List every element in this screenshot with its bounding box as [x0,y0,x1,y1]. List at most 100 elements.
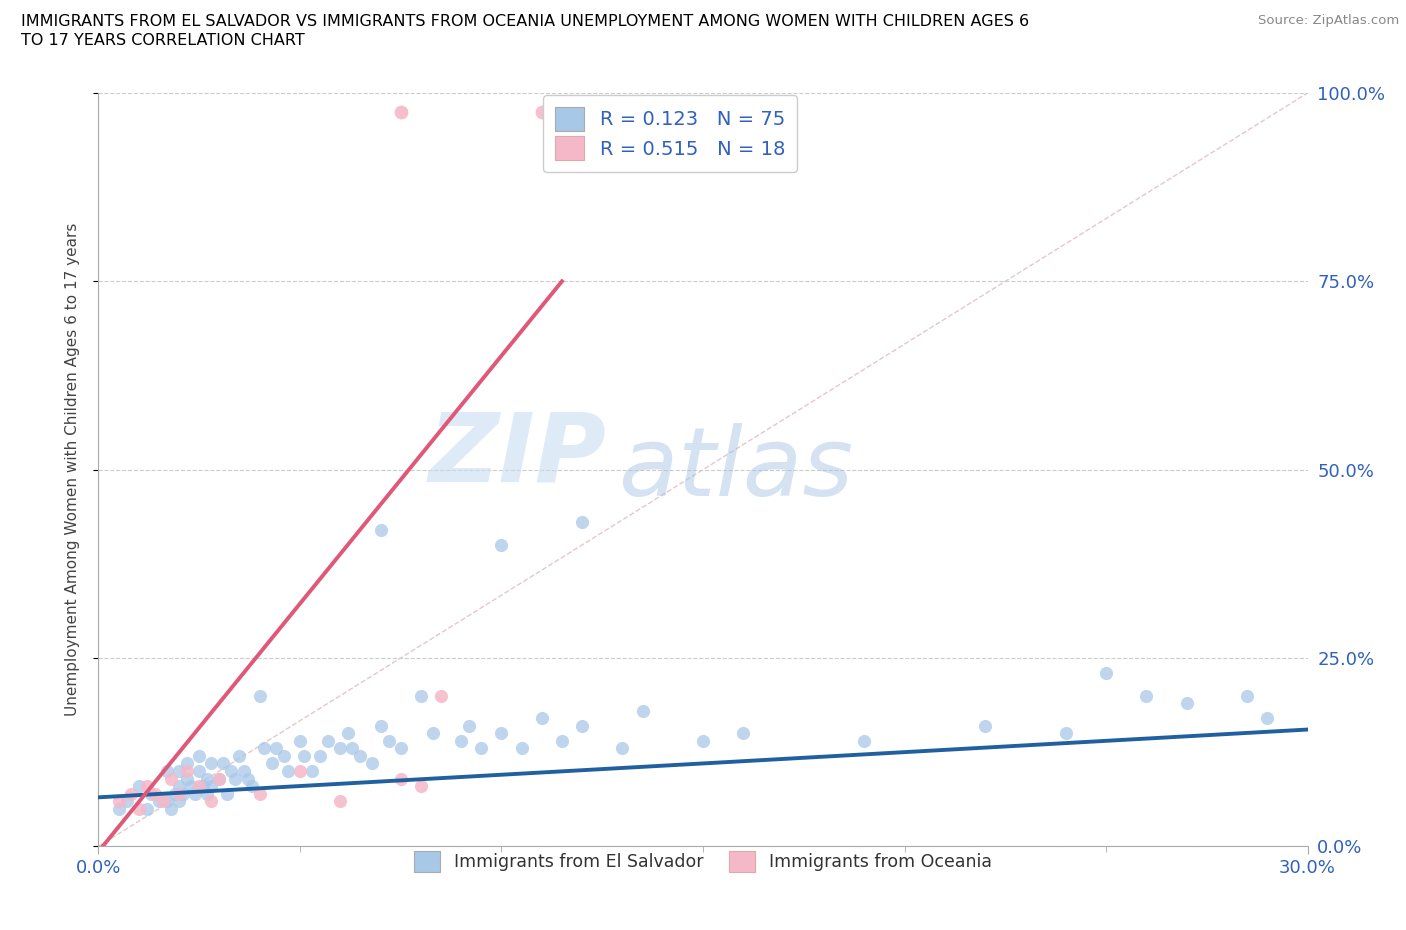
Point [450,734,472,749]
Point [195,786,218,801]
Point [389,771,412,786]
Point [853,734,876,749]
Point [1236,688,1258,703]
Point [1054,726,1077,741]
Point [377,734,399,749]
Y-axis label: Unemployment Among Women with Children Ages 6 to 17 years: Unemployment Among Women with Children A… [65,223,80,716]
Point [470,741,492,756]
Point [167,793,190,808]
Point [288,764,311,778]
Point [370,523,392,538]
Point [571,515,593,530]
Point [551,734,574,749]
Point [409,778,432,793]
Text: IMMIGRANTS FROM EL SALVADOR VS IMMIGRANTS FROM OCEANIA UNEMPLOYMENT AMONG WOMEN : IMMIGRANTS FROM EL SALVADOR VS IMMIGRANT… [21,14,1029,29]
Point [510,741,533,756]
Point [342,741,364,756]
Point [200,778,222,793]
Point [349,749,371,764]
Point [236,771,259,786]
Point [260,756,283,771]
Point [200,793,222,808]
Point [172,786,194,801]
Point [292,749,315,764]
Point [249,688,271,703]
Point [273,749,295,764]
Point [277,764,299,778]
Point [128,802,150,817]
Point [571,718,593,733]
Point [221,764,243,778]
Point [167,786,190,801]
Point [692,734,714,749]
Point [188,764,211,778]
Point [530,711,553,725]
Point [156,793,179,808]
Point [253,741,276,756]
Point [249,786,271,801]
Point [224,771,246,786]
Point [491,538,513,552]
Point [409,688,432,703]
Point [188,778,211,793]
Point [195,771,218,786]
Text: atlas: atlas [619,423,853,516]
Point [329,741,352,756]
Text: Source: ZipAtlas.com: Source: ZipAtlas.com [1258,14,1399,27]
Point [148,793,170,808]
Point [430,688,453,703]
Point [228,749,250,764]
Point [188,749,211,764]
Point [612,741,634,756]
Point [301,764,323,778]
Point [143,786,166,801]
Point [1095,666,1118,681]
Point [264,741,287,756]
Point [180,778,202,793]
Point [176,756,198,771]
Point [337,726,360,741]
Point [1135,688,1157,703]
Point [163,786,186,801]
Text: ZIP: ZIP [429,408,606,501]
Point [974,718,997,733]
Point [200,756,222,771]
Point [288,734,311,749]
Point [733,726,755,741]
Point [176,771,198,786]
Text: TO 17 YEARS CORRELATION CHART: TO 17 YEARS CORRELATION CHART [21,33,305,47]
Point [156,764,179,778]
Point [107,793,129,808]
Point [530,104,553,119]
Point [316,734,339,749]
Point [491,726,513,741]
Point [167,764,190,778]
Point [631,703,654,718]
Point [232,764,254,778]
Point [208,771,231,786]
Point [160,771,183,786]
Point [212,756,235,771]
Point [208,771,231,786]
Point [422,726,444,741]
Point [458,718,481,733]
Point [115,793,138,808]
Point [389,104,412,119]
Point [193,778,215,793]
Point [309,749,332,764]
Point [135,802,157,817]
Point [176,764,198,778]
Point [361,756,384,771]
Point [389,741,412,756]
Point [329,793,352,808]
Point [167,778,190,793]
Point [240,778,263,793]
Point [184,786,207,801]
Legend: Immigrants from El Salvador, Immigrants from Oceania: Immigrants from El Salvador, Immigrants … [406,844,1000,879]
Point [107,802,129,817]
Point [217,786,239,801]
Point [1175,696,1198,711]
Point [139,786,162,801]
Point [370,718,392,733]
Point [128,778,150,793]
